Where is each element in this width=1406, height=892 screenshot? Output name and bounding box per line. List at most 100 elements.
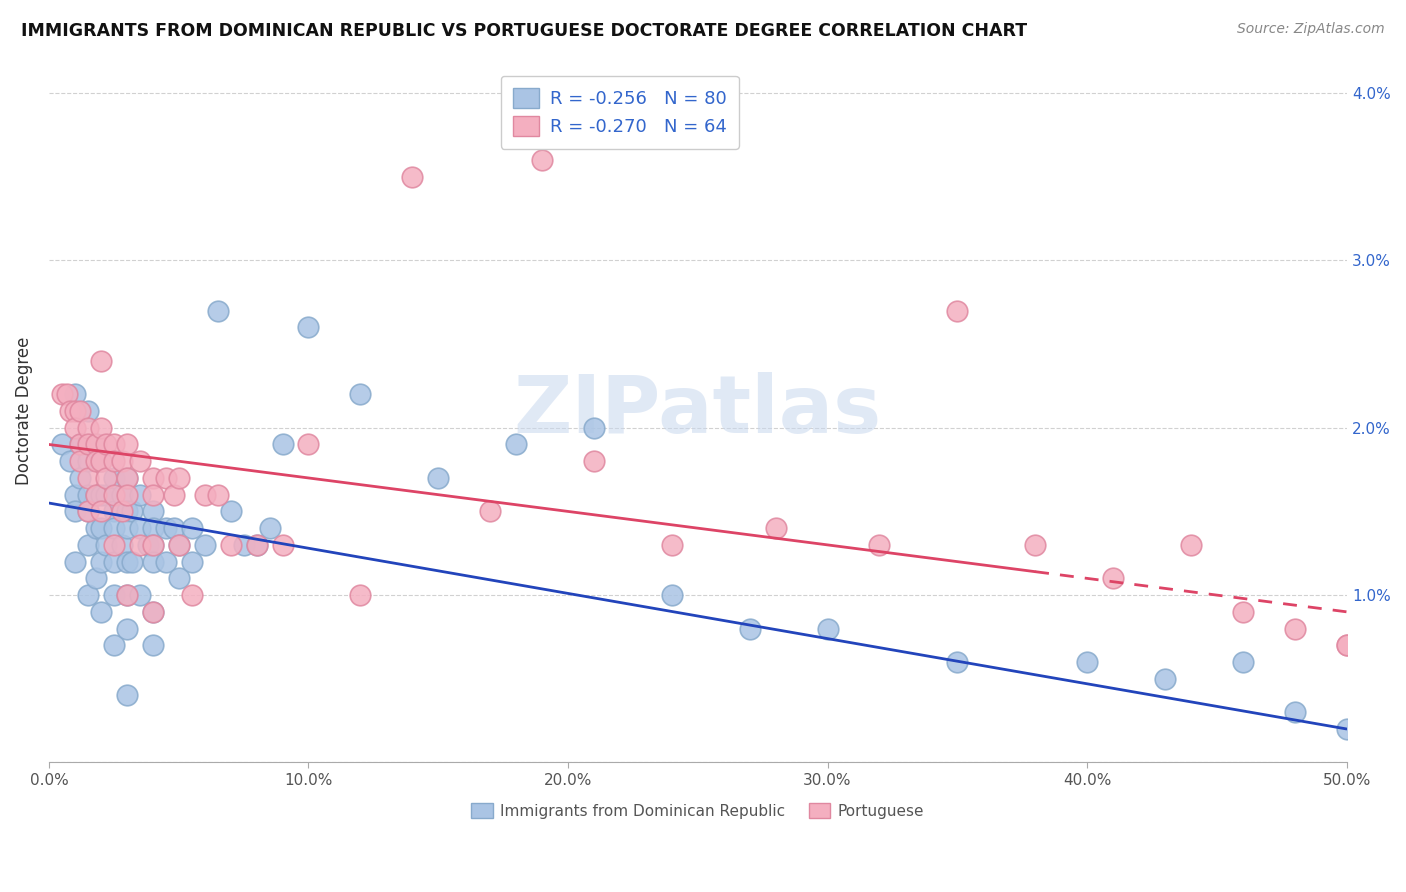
Point [103, 521, 125, 535]
Point [207, 488, 229, 502]
Point [77, 471, 100, 485]
Point [94, 538, 117, 552]
Point [1284, 622, 1306, 636]
Point [155, 521, 177, 535]
Point [194, 538, 217, 552]
Point [232, 538, 254, 552]
Point [297, 437, 319, 451]
Point [103, 588, 125, 602]
Point [142, 538, 165, 552]
Point [94, 488, 117, 502]
Point [90, 421, 112, 435]
Point [155, 555, 177, 569]
Point [103, 555, 125, 569]
Point [349, 387, 371, 401]
Point [1232, 605, 1254, 619]
Legend: Immigrants from Dominican Republic, Portuguese: Immigrants from Dominican Republic, Port… [465, 797, 931, 825]
Point [90, 504, 112, 518]
Text: Source: ZipAtlas.com: Source: ZipAtlas.com [1237, 22, 1385, 37]
Point [349, 588, 371, 602]
Point [111, 504, 134, 518]
Point [661, 588, 683, 602]
Point [427, 471, 450, 485]
Point [103, 488, 125, 502]
Point [94, 471, 117, 485]
Point [259, 521, 281, 535]
Point [121, 504, 143, 518]
Point [194, 488, 217, 502]
Point [1154, 672, 1177, 686]
Point [90, 605, 112, 619]
Point [63, 421, 86, 435]
Point [128, 521, 150, 535]
Point [868, 538, 890, 552]
Point [142, 521, 165, 535]
Point [167, 538, 190, 552]
Point [121, 555, 143, 569]
Y-axis label: Doctorate Degree: Doctorate Degree [15, 337, 32, 485]
Point [142, 538, 165, 552]
Point [115, 689, 138, 703]
Point [103, 471, 125, 485]
Point [69, 437, 91, 451]
Point [77, 588, 100, 602]
Point [128, 454, 150, 468]
Point [63, 404, 86, 418]
Text: IMMIGRANTS FROM DOMINICAN REPUBLIC VS PORTUGUESE DOCTORATE DEGREE CORRELATION CH: IMMIGRANTS FROM DOMINICAN REPUBLIC VS PO… [21, 22, 1028, 40]
Point [56, 387, 79, 401]
Point [69, 454, 91, 468]
Point [115, 622, 138, 636]
Point [946, 303, 969, 318]
Point [479, 504, 502, 518]
Point [180, 588, 202, 602]
Point [90, 488, 112, 502]
Point [128, 488, 150, 502]
Point [90, 521, 112, 535]
Point [69, 437, 91, 451]
Point [136, 538, 159, 552]
Point [63, 504, 86, 518]
Point [115, 521, 138, 535]
Point [115, 555, 138, 569]
Point [1336, 638, 1358, 652]
Point [180, 555, 202, 569]
Point [1102, 571, 1125, 585]
Point [77, 404, 100, 418]
Point [765, 521, 787, 535]
Point [207, 303, 229, 318]
Point [128, 538, 150, 552]
Point [103, 638, 125, 652]
Point [142, 605, 165, 619]
Point [531, 153, 554, 167]
Point [1024, 538, 1046, 552]
Point [84, 488, 107, 502]
Point [245, 538, 267, 552]
Point [51, 387, 73, 401]
Point [59, 404, 82, 418]
Point [142, 605, 165, 619]
Point [84, 571, 107, 585]
Point [115, 588, 138, 602]
Point [142, 471, 165, 485]
Point [180, 521, 202, 535]
Point [1336, 638, 1358, 652]
Point [84, 454, 107, 468]
Point [90, 354, 112, 368]
Point [115, 437, 138, 451]
Point [167, 471, 190, 485]
Point [59, 454, 82, 468]
Point [115, 471, 138, 485]
Point [51, 437, 73, 451]
Point [111, 488, 134, 502]
Text: ZIPatlas: ZIPatlas [513, 372, 882, 450]
Point [505, 437, 527, 451]
Point [1284, 705, 1306, 719]
Point [738, 622, 761, 636]
Point [167, 538, 190, 552]
Point [1232, 655, 1254, 669]
Point [946, 655, 969, 669]
Point [1180, 538, 1202, 552]
Point [77, 488, 100, 502]
Point [245, 538, 267, 552]
Point [69, 404, 91, 418]
